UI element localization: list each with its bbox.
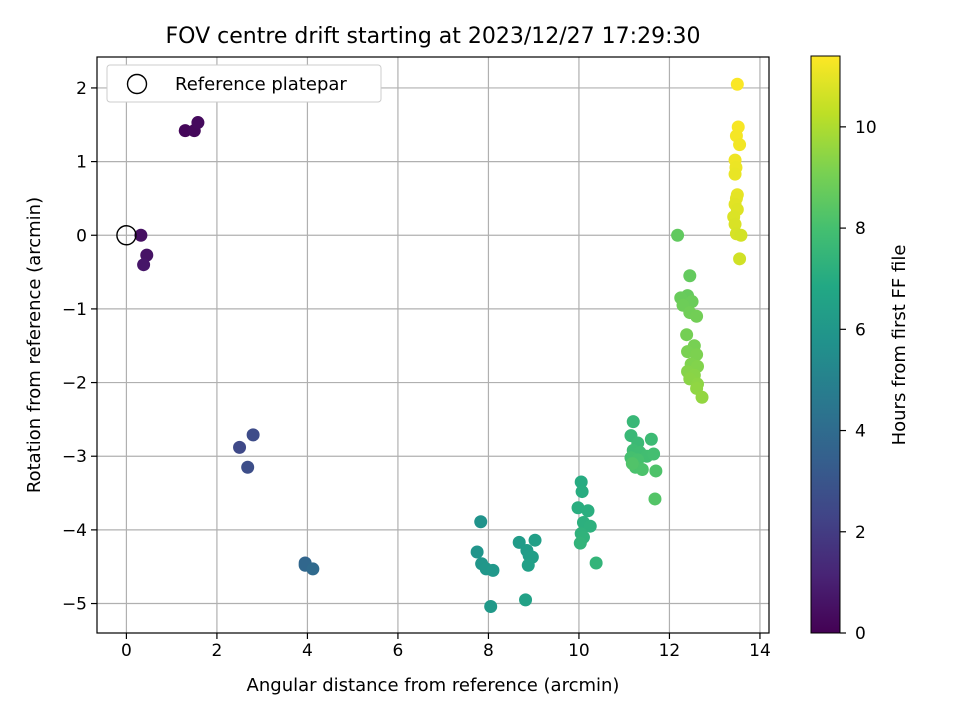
colorbar-tick-label: 4: [855, 422, 866, 442]
data-point: [574, 475, 588, 489]
data-point: [233, 440, 247, 454]
data-point: [728, 167, 742, 181]
data-point: [690, 348, 704, 362]
y-tick-label: 0: [76, 226, 87, 246]
y-tick-label: 1: [76, 153, 87, 173]
data-point: [484, 599, 498, 613]
x-tick-label: 0: [121, 641, 132, 661]
data-point: [521, 558, 535, 572]
colorbar-tick-label: 8: [855, 219, 866, 239]
legend-label: Reference platepar: [175, 74, 347, 95]
y-tick-label: −1: [62, 300, 87, 320]
x-tick-label: 10: [568, 641, 590, 661]
data-point: [671, 228, 685, 242]
y-tick-label: −3: [62, 447, 87, 467]
data-point: [528, 533, 542, 547]
data-point: [649, 464, 663, 478]
colorbar-ticks: 0 2 4 6 8 10: [840, 118, 877, 644]
data-point: [178, 124, 192, 138]
data-point: [589, 556, 603, 570]
x-tick-label: 4: [302, 641, 313, 661]
data-point: [474, 515, 488, 529]
data-point: [512, 535, 526, 549]
data-point: [306, 562, 320, 576]
x-tick-label: 8: [483, 641, 494, 661]
data-point: [734, 228, 748, 242]
x-tick-label: 2: [212, 641, 223, 661]
data-point: [486, 563, 500, 577]
data-point: [583, 519, 597, 533]
x-axis-ticks: 0 2 4 6 8 10 12 14: [121, 633, 771, 661]
data-point: [695, 390, 709, 404]
data-point: [680, 328, 694, 342]
data-point: [728, 217, 742, 231]
data-point: [644, 432, 658, 446]
data-point: [246, 428, 260, 442]
data-point: [635, 462, 649, 476]
data-point: [519, 593, 533, 607]
data-point: [733, 252, 747, 266]
chart-title: FOV centre drift starting at 2023/12/27 …: [166, 24, 701, 49]
colorbar-tick-label: 10: [855, 118, 877, 138]
data-point: [575, 485, 589, 499]
y-tick-label: −5: [62, 595, 87, 615]
colorbar-tick-label: 6: [855, 320, 866, 340]
data-points: [134, 77, 748, 613]
grid-lines: [97, 57, 769, 633]
data-point: [690, 309, 704, 323]
data-point: [134, 228, 148, 242]
x-tick-label: 14: [749, 641, 771, 661]
plot-frame: [96, 56, 770, 634]
y-tick-label: −2: [62, 374, 87, 394]
y-tick-label: 2: [76, 79, 87, 99]
data-point: [625, 457, 639, 471]
colorbar-tick-label: 0: [855, 624, 866, 644]
colorbar: [810, 55, 841, 634]
legend: Reference platepar: [106, 64, 382, 103]
data-point: [581, 504, 595, 518]
data-point: [647, 447, 661, 461]
x-tick-label: 12: [659, 641, 681, 661]
y-tick-label: −4: [62, 521, 87, 541]
data-point: [730, 77, 744, 91]
data-point: [648, 492, 662, 506]
y-axis-label: Rotation from reference (arcmin): [24, 197, 45, 493]
data-point: [683, 269, 697, 283]
x-axis-label: Angular distance from reference (arcmin): [247, 675, 620, 696]
legend-marker: [126, 73, 148, 95]
y-axis-ticks: −5 −4 −3 −2 −1 0 1 2: [62, 79, 97, 615]
data-point: [571, 501, 585, 515]
data-point: [241, 460, 255, 474]
colorbar-tick-label: 2: [855, 523, 866, 543]
reference-point: [116, 225, 137, 246]
legend-box: [106, 64, 382, 103]
data-point: [573, 536, 587, 550]
data-point: [733, 138, 747, 152]
data-point: [191, 116, 205, 130]
reference-marker: [116, 225, 137, 246]
data-point: [626, 415, 640, 429]
x-tick-label: 6: [393, 641, 404, 661]
data-point: [137, 258, 151, 272]
data-point: [470, 545, 484, 559]
colorbar-label: Hours from first FF file: [889, 245, 910, 446]
